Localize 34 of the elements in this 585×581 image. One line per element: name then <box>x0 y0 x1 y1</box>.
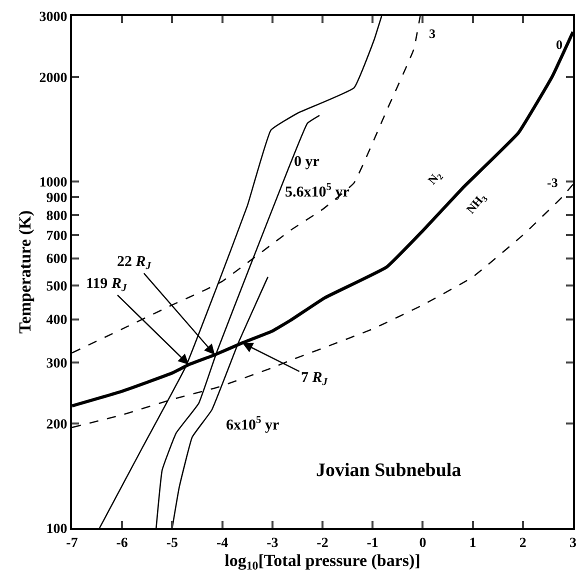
y-tick-label: 600 <box>46 252 68 268</box>
x-tick-label: -4 <box>216 536 228 551</box>
y-tick-label: 500 <box>46 280 68 295</box>
annotation: Jovian Subnebula <box>316 460 462 481</box>
x-tick-label: 0 <box>419 536 426 551</box>
y-tick-label: 300 <box>46 356 68 372</box>
y-tick-label: 700 <box>46 228 68 244</box>
annotation: 6x10$^{5}$ yr <box>226 415 280 434</box>
y-tick-label: 200 <box>46 418 68 433</box>
x-tick-label: -6 <box>116 536 128 551</box>
annotation: 119 R$_{J}$ <box>86 276 128 294</box>
y-tick-label: 800 <box>46 208 68 224</box>
y-tick-label: 2000 <box>39 70 68 86</box>
x-tick-label: -2 <box>316 536 328 551</box>
x-tick-label: -7 <box>66 536 78 551</box>
annotation: 7 R$_{J}$ <box>301 370 328 388</box>
y-tick-label: 400 <box>46 313 68 328</box>
x-tick-label: -1 <box>366 536 378 551</box>
annotation: 3 <box>429 26 436 41</box>
y-axis-title: Temperature (K) <box>15 210 34 334</box>
y-tick-label: 3000 <box>39 10 68 25</box>
x-tick-label: 3 <box>570 536 576 551</box>
x-tick-label: 1 <box>469 536 476 551</box>
y-tick-label: 100 <box>46 522 68 537</box>
x-tick-label: 2 <box>519 536 526 551</box>
annotation: 22 R$_{J}$ <box>117 254 152 272</box>
y-tick-label: 900 <box>46 191 68 206</box>
x-tick-label: -3 <box>266 536 278 551</box>
annotation: 0 <box>556 37 562 52</box>
x-tick-label: -5 <box>166 536 178 551</box>
annotation: -3 <box>547 175 558 190</box>
annotation: 0 yr <box>294 154 320 170</box>
x-axis-title: log$_{10}$[Total pressure (bars)] <box>224 550 420 572</box>
y-tick-label: 1000 <box>39 175 68 190</box>
